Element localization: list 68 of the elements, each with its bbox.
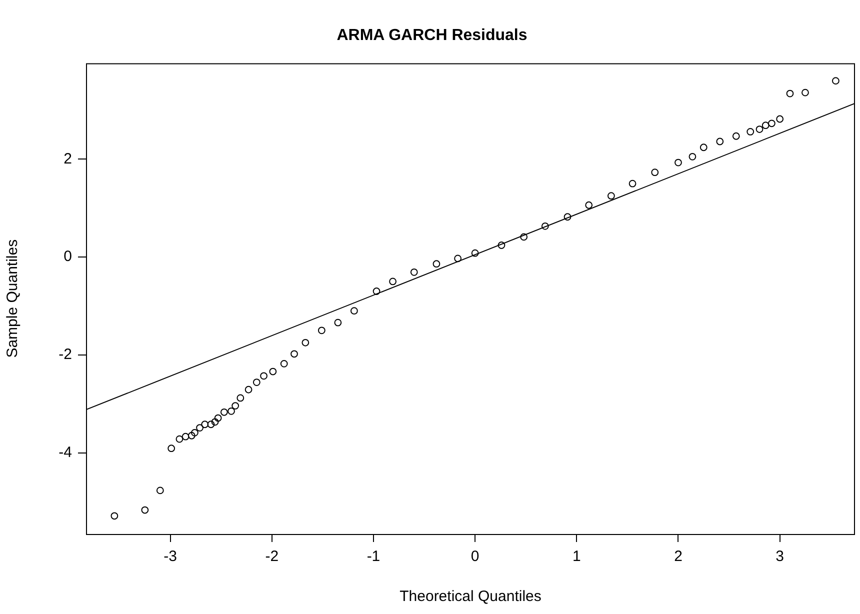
- x-tick-label: 0: [470, 548, 480, 566]
- point: [228, 407, 235, 415]
- point: [168, 444, 176, 452]
- point: [802, 88, 809, 96]
- point: [236, 394, 244, 402]
- x-tick-label: 1: [572, 548, 581, 566]
- x-tick-label: -3: [164, 548, 177, 566]
- point: [182, 432, 190, 440]
- point: [688, 152, 696, 160]
- point: [244, 386, 252, 394]
- point: [674, 158, 682, 166]
- y-axis-title: Sample Quantiles: [4, 239, 22, 358]
- point: [564, 213, 572, 221]
- point: [110, 512, 118, 520]
- x-tick-label: 3: [776, 548, 784, 566]
- point: [211, 418, 219, 426]
- y-tick-label: -4: [58, 444, 72, 461]
- point: [541, 222, 549, 230]
- point: [252, 378, 260, 386]
- x-tick-label: 2: [674, 548, 682, 566]
- point: [520, 233, 528, 241]
- point: [432, 260, 440, 268]
- chart-title: ARMA GARCH Residuals: [336, 27, 528, 44]
- point: [350, 307, 358, 315]
- point: [498, 242, 506, 249]
- point: [768, 120, 776, 128]
- point: [607, 192, 615, 200]
- point: [318, 326, 326, 334]
- point: [410, 268, 418, 276]
- point: [196, 424, 204, 432]
- x-tick-label: -2: [265, 548, 279, 566]
- point: [832, 77, 840, 85]
- point: [188, 432, 196, 440]
- point: [746, 128, 754, 136]
- point: [732, 132, 740, 140]
- point: [201, 420, 209, 428]
- point: [190, 428, 198, 436]
- point: [214, 414, 222, 422]
- point: [756, 126, 764, 133]
- point: [302, 338, 310, 346]
- point: [372, 288, 380, 295]
- point: [786, 90, 794, 98]
- y-tick-label: 2: [64, 150, 72, 168]
- point: [389, 278, 396, 286]
- point: [454, 254, 462, 262]
- point: [700, 144, 708, 152]
- point: [471, 249, 479, 257]
- point: [651, 168, 659, 176]
- point: [269, 368, 277, 376]
- y-tick-label: 0: [64, 248, 72, 266]
- point: [176, 435, 184, 443]
- x-axis-title: Theoretical Quantiles: [400, 588, 542, 606]
- point: [156, 486, 164, 494]
- point: [260, 372, 268, 380]
- point: [220, 408, 228, 416]
- point: [762, 122, 770, 130]
- x-tick-label: -1: [366, 548, 380, 566]
- point: [716, 138, 724, 146]
- point: [628, 180, 636, 188]
- point: [141, 506, 149, 514]
- point: [776, 115, 784, 123]
- point: [585, 201, 593, 209]
- y-tick-label: -2: [58, 346, 72, 364]
- point: [207, 420, 215, 428]
- point: [280, 360, 288, 368]
- point: [290, 350, 298, 358]
- point: [334, 318, 342, 326]
- point: [232, 402, 240, 410]
